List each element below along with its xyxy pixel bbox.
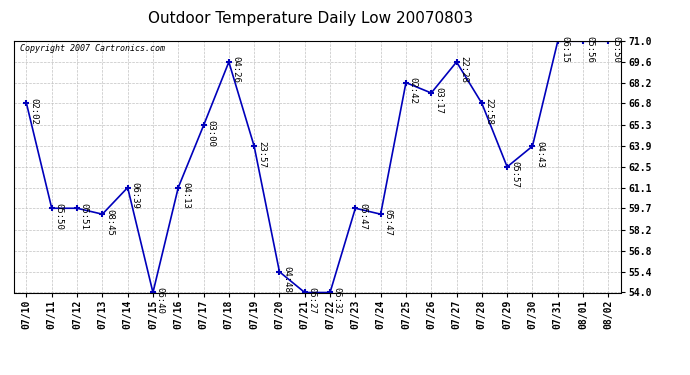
- Text: 05:32: 05:32: [333, 287, 342, 314]
- Text: 22:58: 22:58: [484, 98, 493, 124]
- Text: 04:48: 04:48: [282, 266, 291, 293]
- Text: 05:50: 05:50: [55, 203, 63, 229]
- Text: 02:42: 02:42: [408, 77, 417, 104]
- Text: 03:17: 03:17: [434, 87, 443, 114]
- Text: 05:51: 05:51: [80, 203, 89, 229]
- Text: Copyright 2007 Cartronics.com: Copyright 2007 Cartronics.com: [20, 44, 165, 53]
- Text: 03:00: 03:00: [206, 120, 215, 147]
- Text: 05:47: 05:47: [384, 209, 393, 236]
- Text: 23:57: 23:57: [257, 141, 266, 168]
- Text: 02:02: 02:02: [29, 98, 38, 124]
- Text: Outdoor Temperature Daily Low 20070803: Outdoor Temperature Daily Low 20070803: [148, 11, 473, 26]
- Text: 05:50: 05:50: [611, 36, 620, 63]
- Text: 08:45: 08:45: [105, 209, 114, 236]
- Text: 06:40: 06:40: [156, 287, 165, 314]
- Text: 05:57: 05:57: [510, 161, 519, 188]
- Text: 06:39: 06:39: [130, 182, 139, 209]
- Text: 06:15: 06:15: [560, 36, 569, 63]
- Text: 22:28: 22:28: [460, 56, 469, 83]
- Text: 04:43: 04:43: [535, 141, 544, 168]
- Text: 05:27: 05:27: [308, 287, 317, 314]
- Text: 05:47: 05:47: [358, 203, 367, 229]
- Text: 04:13: 04:13: [181, 182, 190, 209]
- Text: 05:56: 05:56: [586, 36, 595, 63]
- Text: 04:26: 04:26: [232, 56, 241, 83]
